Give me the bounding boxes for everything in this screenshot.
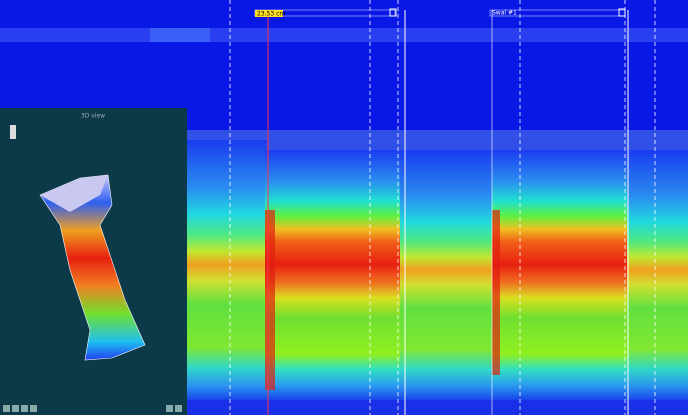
tool-icon[interactable] [21, 405, 28, 412]
esophagus-top [40, 175, 108, 212]
tool-icon[interactable] [166, 405, 173, 412]
top-strip-highlight [150, 28, 210, 42]
inset-panel: 3D view [0, 108, 187, 415]
bottom-band [187, 400, 688, 415]
swallow-onset [265, 210, 275, 390]
time-lines [229, 0, 656, 415]
marker-label: Swal #1 [492, 10, 517, 17]
heatmap-weak [187, 140, 267, 405]
heatmap-weak [627, 150, 688, 405]
marker-tag [255, 10, 283, 17]
top-strip [0, 28, 688, 42]
tool-icon[interactable] [30, 405, 37, 412]
tool-icon[interactable] [12, 405, 19, 412]
swallow-onset [492, 210, 500, 375]
inset-title: 3D view [81, 113, 105, 120]
close-button[interactable] [618, 8, 626, 17]
color-scale [10, 125, 16, 139]
tool-icon[interactable] [3, 405, 10, 412]
heatmap-top-band [187, 130, 688, 150]
heatmap-strong [265, 150, 400, 405]
tool-icon[interactable] [175, 405, 182, 412]
marker-label: 23.53 cm [257, 11, 285, 18]
close-button[interactable] [389, 8, 397, 17]
heatmap-weak [400, 150, 492, 405]
heatmap-strong [492, 150, 627, 405]
